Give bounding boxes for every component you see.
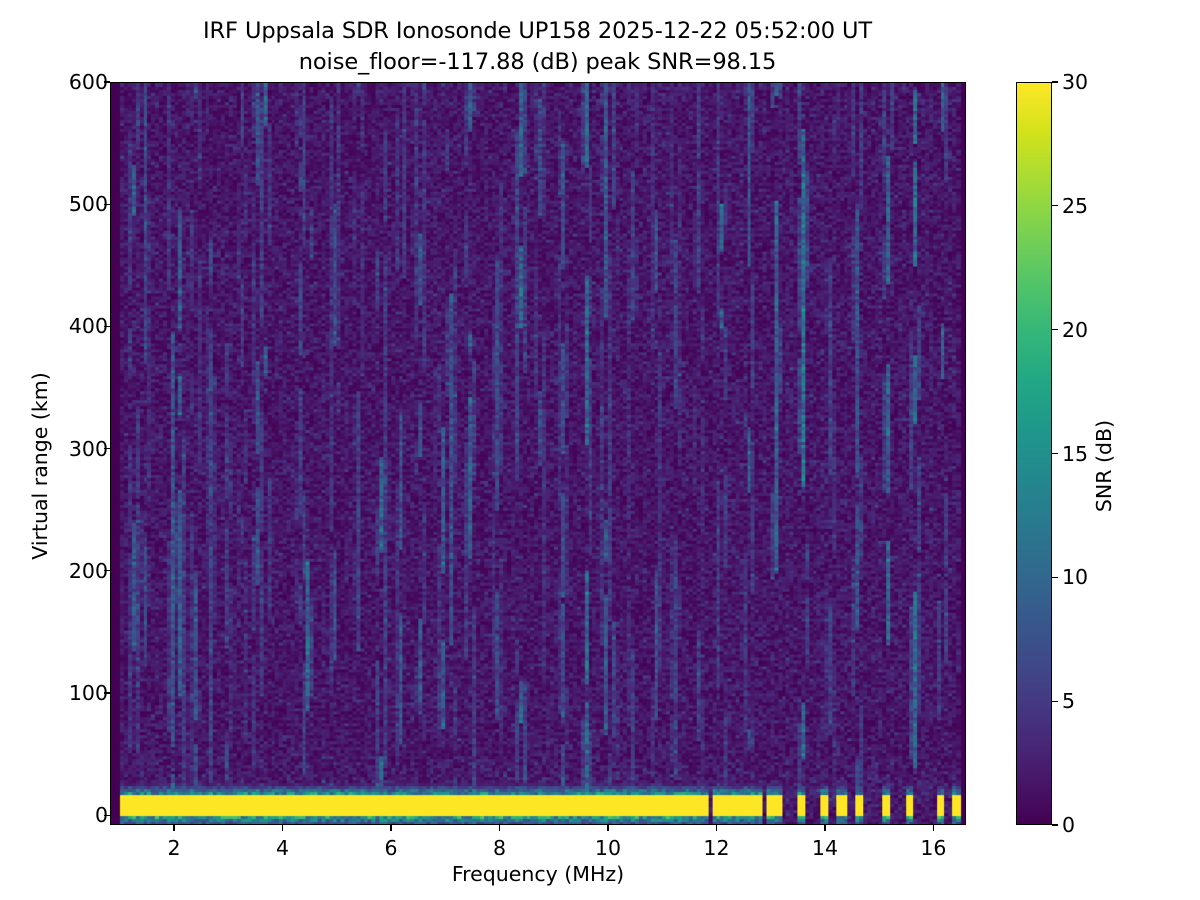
colorbar-tick-label: 20 <box>1062 317 1089 342</box>
y-tick-mark <box>104 81 110 83</box>
x-tick-mark <box>715 825 718 831</box>
y-tick-mark <box>104 447 110 450</box>
x-tick-label: 14 <box>811 836 838 860</box>
x-tick-mark <box>607 825 609 831</box>
ionogram-heatmap <box>111 83 965 824</box>
x-tick-label: 2 <box>167 836 181 860</box>
y-tick-mark <box>104 692 110 694</box>
figure-title-line-2: noise_floor=-117.88 (dB) peak SNR=98.15 <box>298 49 777 75</box>
colorbar-tick-label: 10 <box>1062 565 1089 590</box>
y-tick-label: 100 <box>68 681 108 706</box>
colorbar-label: SNR (dB) <box>1092 419 1116 513</box>
figure-title-line-1: IRF Uppsala SDR Ionosonde UP158 2025-12-… <box>202 18 872 44</box>
x-tick-mark <box>932 825 935 831</box>
x-tick-label: 8 <box>492 836 507 860</box>
colorbar-tick-mark <box>1052 576 1058 578</box>
x-tick-label: 6 <box>384 836 398 860</box>
x-tick-mark <box>498 825 501 831</box>
x-tick-label: 4 <box>275 836 290 860</box>
colorbar <box>1016 82 1052 825</box>
y-tick-label: 300 <box>68 436 108 461</box>
y-tick-label: 200 <box>68 558 108 583</box>
colorbar-tick-label: 15 <box>1062 441 1089 466</box>
x-tick-mark <box>824 825 826 831</box>
x-tick-label: 10 <box>594 836 622 860</box>
colorbar-tick-label: 30 <box>1062 70 1089 94</box>
y-tick-mark <box>104 570 110 572</box>
figure-title: IRF Uppsala SDR Ionosonde UP158 2025-12-… <box>0 16 1075 78</box>
colorbar-tick-mark <box>1052 700 1058 702</box>
y-tick-label: 400 <box>68 314 108 339</box>
colorbar-tick-mark <box>1052 81 1058 83</box>
colorbar-tick-label: 5 <box>1062 689 1076 714</box>
x-axis-label: Frequency (MHz) <box>451 862 625 886</box>
colorbar-tick-mark <box>1052 452 1058 455</box>
x-tick-label: 16 <box>920 836 947 860</box>
x-tick-mark <box>390 825 392 831</box>
colorbar-gradient <box>1017 83 1051 824</box>
y-tick-label: 0 <box>94 803 108 828</box>
colorbar-tick-label: 25 <box>1062 193 1089 218</box>
y-axis-label: Virtual range (km) <box>28 372 52 560</box>
x-tick-mark <box>281 825 284 831</box>
x-tick-label: 12 <box>703 836 730 860</box>
colorbar-tick-mark <box>1052 329 1058 331</box>
y-tick-mark <box>104 814 110 816</box>
colorbar-tick-mark <box>1052 824 1058 826</box>
ionogram-plot-area <box>110 82 966 825</box>
y-tick-label: 500 <box>68 192 108 217</box>
y-tick-label: 600 <box>68 70 108 94</box>
y-tick-mark <box>104 325 110 328</box>
colorbar-tick-label: 0 <box>1062 813 1076 837</box>
x-tick-mark <box>173 825 175 831</box>
y-tick-mark <box>104 203 110 205</box>
colorbar-tick-mark <box>1052 205 1058 207</box>
